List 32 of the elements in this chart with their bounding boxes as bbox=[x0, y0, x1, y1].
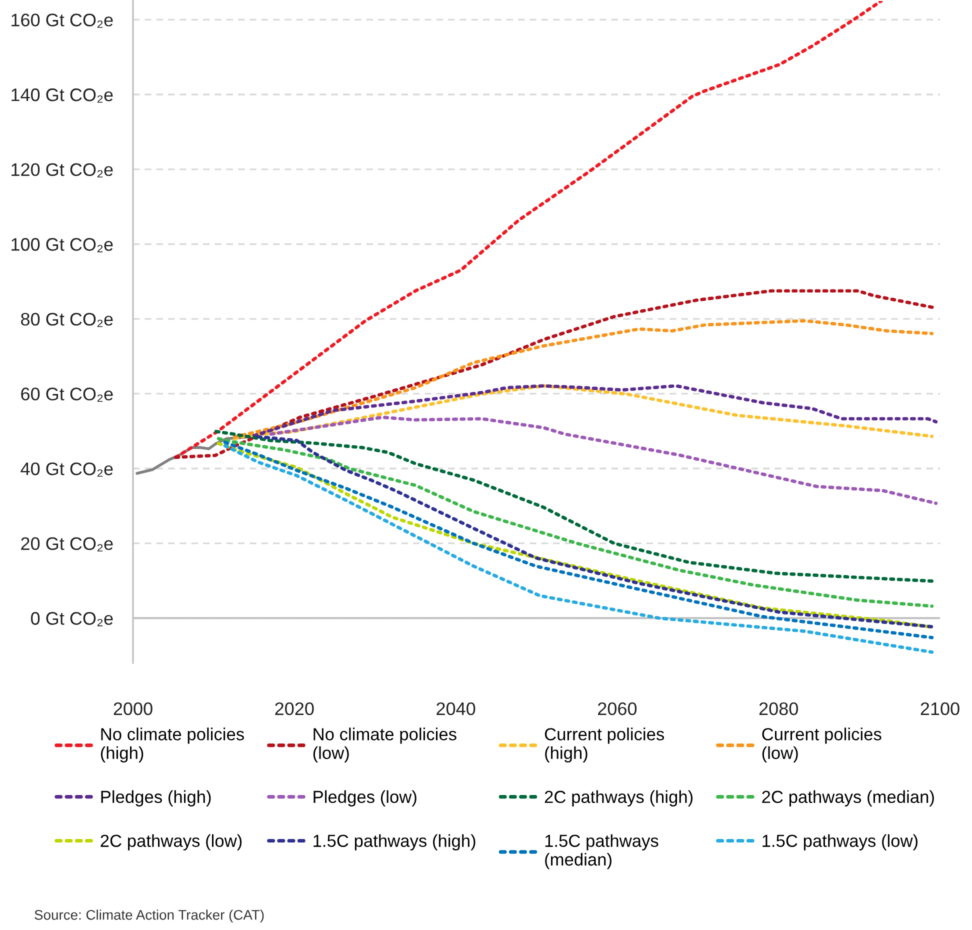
legend-label: No climate policies (low) bbox=[313, 728, 456, 762]
legend-label: 1.5C pathways (median) bbox=[545, 834, 658, 870]
y-tick-label: 80 Gt CO₂e bbox=[21, 312, 113, 327]
line-series bbox=[214, 430, 934, 583]
line-series bbox=[233, 319, 934, 438]
y-tick-label: 20 Gt CO₂e bbox=[21, 537, 113, 552]
x-tick-label: 2060 bbox=[598, 702, 637, 716]
legend-label: 1.5C pathways (low) bbox=[762, 834, 918, 850]
x-tick-label: 2040 bbox=[436, 702, 476, 716]
y-tick-label: 100 Gt CO₂e bbox=[12, 238, 113, 252]
line-series bbox=[269, 416, 938, 505]
y-tick-label: 0 Gt CO₂e bbox=[30, 612, 113, 626]
x-tick-label: 2100 bbox=[920, 702, 960, 716]
y-tick-label: 160 Gt CO₂e bbox=[12, 14, 113, 28]
y-tick-label: 120 Gt CO₂e bbox=[12, 163, 113, 178]
legend-label: No climate policies (high) bbox=[100, 728, 244, 763]
line-series bbox=[174, 289, 936, 459]
x-tick-label: 2000 bbox=[114, 702, 152, 716]
x-tick-label: 2080 bbox=[759, 702, 798, 716]
x-tick-label: 2020 bbox=[275, 702, 314, 716]
legend-label: Pledges (low) bbox=[314, 790, 416, 806]
y-tick-label: 60 Gt CO₂e bbox=[21, 388, 113, 402]
legend-label: 2C pathways (median) bbox=[762, 790, 934, 806]
legend-label: Current policies (low) bbox=[762, 728, 882, 762]
legend-label: 1.5C pathways (high) bbox=[314, 834, 476, 850]
source-note: Source: Climate Action Tracker (CAT) bbox=[34, 910, 264, 923]
legend-label: Current policies (high) bbox=[544, 728, 664, 763]
y-tick-label: 40 Gt CO₂e bbox=[20, 462, 113, 477]
y-tick-label: 140 Gt CO₂e bbox=[12, 88, 113, 103]
legend-label: 2C pathways (high) bbox=[544, 790, 693, 806]
legend-label: 2C pathways (low) bbox=[100, 834, 242, 850]
legend-label: Pledges (high) bbox=[101, 790, 211, 806]
